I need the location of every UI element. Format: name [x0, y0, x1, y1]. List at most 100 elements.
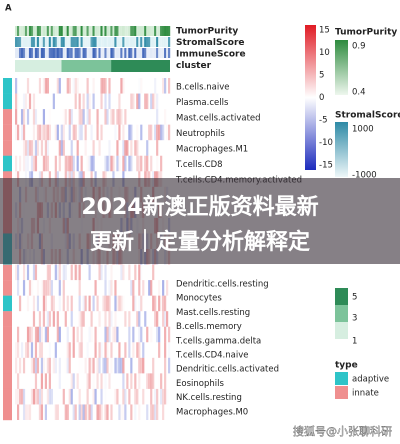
heat-cell: [128, 388, 131, 405]
heat-cell: [86, 373, 89, 389]
type-cell: [3, 264, 12, 281]
heat-cell: [96, 357, 99, 374]
heat-cell: [158, 373, 160, 389]
heat-cell: [78, 404, 81, 420]
heat-cell: [154, 78, 157, 94]
heat-cell: [46, 140, 49, 156]
heat-cell: [80, 311, 83, 327]
heat-cell: [118, 155, 121, 172]
heat-cell: [150, 373, 153, 389]
annotation-cell: [32, 48, 36, 58]
annotation-cell: [114, 48, 117, 58]
heat-cell: [74, 264, 77, 281]
heat-cell: [120, 264, 123, 281]
heat-cell: [116, 155, 119, 172]
heat-cell: [100, 388, 103, 405]
heat-cell: [168, 78, 171, 94]
cluster-band: [61, 60, 112, 72]
heat-cell: [29, 342, 31, 358]
heat-cell: [122, 124, 125, 141]
annotation-cell: [88, 37, 91, 47]
heat-cell: [118, 93, 121, 110]
heat-cell: [88, 264, 91, 281]
heat-cell: [92, 357, 95, 374]
heat-cell: [108, 311, 111, 327]
heat-cell: [34, 342, 38, 358]
heat-cell: [58, 326, 61, 343]
heat-cell: [70, 109, 73, 125]
heat-cell: [138, 311, 141, 327]
heat-cell: [154, 388, 157, 405]
heat-cell: [122, 155, 125, 172]
heat-cell: [48, 388, 51, 405]
heat-cell: [80, 109, 83, 125]
heat-cell: [22, 264, 26, 281]
heat-cell: [36, 295, 40, 312]
heat-cell: [134, 140, 137, 156]
heat-cell: [110, 264, 113, 281]
type-cell: [3, 373, 12, 390]
heat-cell: [164, 295, 167, 312]
heat-cell: [32, 155, 36, 172]
annotation-cell: [64, 26, 67, 36]
heat-cell: [82, 311, 85, 327]
legend-label: 1: [352, 337, 357, 347]
heat-cell: [162, 404, 165, 420]
heat-cell: [110, 155, 113, 172]
annotation-cell: [18, 37, 22, 47]
heat-cell: [42, 295, 46, 312]
annotation-cell: [94, 37, 97, 47]
heat-cell: [30, 342, 34, 358]
heat-cell: [114, 311, 117, 327]
heat-cell: [146, 93, 149, 110]
heat-cell: [62, 124, 65, 141]
annotation-cell: [122, 48, 125, 58]
legend-swatch: [335, 288, 348, 305]
annotation-cell: [76, 48, 79, 58]
legend-swatch: [335, 305, 348, 322]
annotation-cell: [150, 26, 153, 36]
row-label: T.cells.CD4.naive: [175, 351, 248, 361]
heat-cell: [78, 264, 81, 281]
annotation-cell: [44, 37, 47, 47]
heat-cell: [68, 78, 71, 94]
heat-cell: [20, 109, 24, 125]
heat-cell: [22, 404, 26, 420]
heat-cell: [150, 93, 153, 110]
heat-cell: [110, 327, 112, 343]
legend-label: 3: [352, 314, 357, 324]
annotation-cell: [164, 37, 167, 47]
annotation-cell: [108, 48, 111, 58]
heat-cell: [108, 155, 111, 172]
heat-cell: [78, 124, 81, 141]
heat-cell: [73, 78, 75, 94]
heat-cell: [134, 388, 137, 405]
heat-cell: [160, 373, 163, 389]
heat-cell: [136, 125, 138, 141]
annotation-cell: [58, 26, 61, 36]
type-cell: [3, 357, 12, 374]
heat-cell: [94, 388, 97, 405]
annotation-label: StromalScore: [176, 38, 244, 48]
annotation-cell: [16, 37, 20, 47]
annotation-cell: [156, 37, 159, 47]
heat-cell: [138, 357, 141, 374]
heat-cell: [140, 326, 143, 343]
heat-cell: [96, 124, 99, 141]
heat-cell: [102, 295, 105, 312]
heat-cell: [40, 357, 44, 374]
annotation-cell: [144, 48, 147, 58]
heat-cell: [50, 388, 53, 405]
annotation-cell: [70, 48, 73, 58]
annotation-cell: [100, 37, 103, 47]
annotation-cell: [68, 26, 71, 36]
heat-cell: [124, 388, 127, 405]
heat-cell: [56, 78, 59, 94]
heat-cell: [108, 280, 111, 296]
heat-cell: [92, 295, 95, 312]
heat-cell: [58, 280, 61, 296]
heat-cell: [150, 280, 153, 296]
heat-cell: [116, 388, 119, 405]
annotation-cell: [158, 48, 161, 58]
heat-cell: [15, 264, 18, 281]
